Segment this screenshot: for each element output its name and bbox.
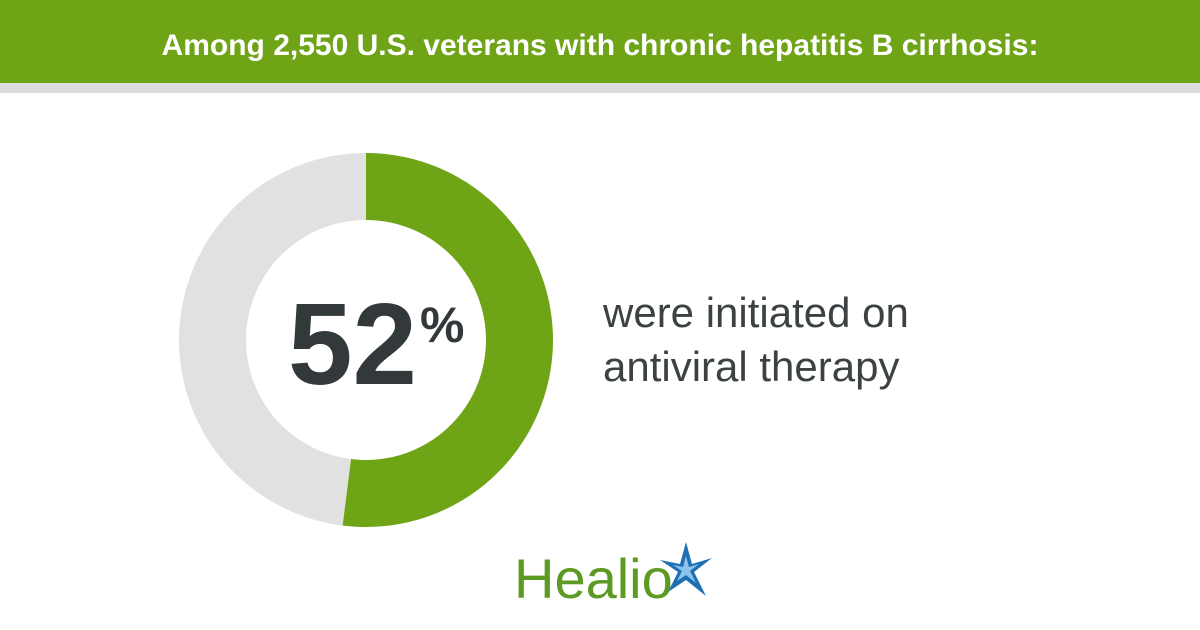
- donut-segment: [178, 153, 366, 526]
- header-band: [0, 0, 1200, 83]
- donut-segment: [342, 153, 553, 527]
- chart-title: Among 2,550 U.S. veterans with chronic h…: [162, 29, 1039, 62]
- caption-line: antiviral therapy: [603, 343, 899, 390]
- header-shadow: [0, 83, 1200, 93]
- value-unit: %: [420, 297, 464, 353]
- value-label: 52: [288, 279, 417, 409]
- logo-text: Healio: [514, 547, 673, 610]
- donut: [178, 153, 553, 527]
- caption-line: were initiated on: [602, 289, 909, 336]
- logo-star: [660, 542, 712, 596]
